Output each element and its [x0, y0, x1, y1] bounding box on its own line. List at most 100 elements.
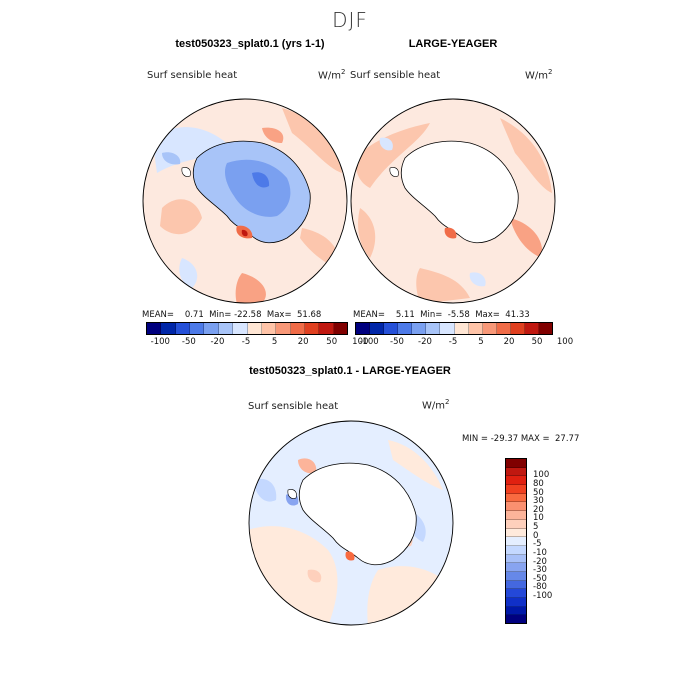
colorbar-swatch: [506, 545, 526, 555]
colorbar-tick-label: -50: [533, 573, 547, 584]
colorbar-swatch: [233, 323, 248, 334]
colorbar-swatch: [304, 323, 320, 334]
colorbar-swatch: [506, 563, 526, 572]
colorbar-swatch: [506, 537, 526, 546]
colorbar-swatch: [506, 598, 526, 607]
panel-1-title: test050323_splat0.1 (yrs 1-1): [175, 38, 325, 50]
panel-2-polar-map: [350, 98, 556, 304]
colorbar-swatch: [510, 323, 525, 334]
colorbar-swatch: [506, 519, 526, 529]
colorbar-tick-label: 30: [533, 496, 544, 507]
panel-1-polar-map: [142, 98, 348, 304]
colorbar-swatch: [261, 323, 277, 334]
colorbar-swatch: [506, 571, 526, 581]
colorbar-swatch: [370, 323, 385, 334]
panel-3-colorbar: [505, 458, 527, 624]
colorbar-swatch: [506, 511, 526, 520]
colorbar-tick-label: -5: [241, 337, 251, 347]
colorbar-tick-label: 80: [533, 478, 544, 489]
colorbar-tick-label: 100: [352, 337, 369, 347]
colorbar-swatch: [506, 615, 526, 624]
colorbar-tick-label: -50: [181, 337, 196, 347]
colorbar-swatch: [147, 323, 162, 334]
colorbar-swatch: [496, 323, 511, 334]
panel-2-title: LARGE-YEAGER: [408, 38, 498, 50]
colorbar-tick-label: -100: [359, 337, 379, 347]
colorbar-tick-label: -10: [533, 547, 547, 558]
colorbar-swatch: [506, 485, 526, 494]
colorbar-swatch: [290, 323, 305, 334]
panel-3-variable-label: Surf sensible heat: [248, 401, 339, 412]
colorbar-swatch: [204, 323, 219, 334]
colorbar-swatch: [482, 323, 497, 334]
colorbar-swatch: [506, 580, 526, 590]
colorbar-swatch: [454, 323, 469, 334]
colorbar-swatch: [190, 323, 205, 334]
panel-1-colorbar: [146, 322, 348, 335]
colorbar-tick-label: 100: [556, 337, 574, 347]
colorbar-swatch: [539, 323, 553, 334]
colorbar-swatch: [506, 528, 526, 538]
colorbar-tick-label: -5: [533, 539, 542, 550]
colorbar-swatch: [440, 323, 455, 334]
colorbar-swatch: [506, 502, 526, 512]
colorbar-swatch: [524, 323, 540, 334]
colorbar-tick-label: -5: [448, 337, 458, 347]
panel-2-stats: MEAN= 5.11 Min= -5.58 Max= 41.33: [353, 310, 530, 320]
colorbar-tick-label: -20: [533, 556, 547, 567]
panel-2-colorbar: [355, 322, 553, 335]
panel-1-stats: MEAN= 0.71 Min= -22.58 Max= 51.68: [142, 310, 322, 320]
colorbar-swatch: [506, 476, 526, 486]
colorbar-tick-label: 10: [533, 513, 544, 524]
panel-2-units: W/m2: [525, 68, 553, 82]
colorbar-swatch: [356, 323, 371, 334]
colorbar-swatch: [276, 323, 291, 334]
colorbar-tick-label: 5: [271, 337, 278, 347]
colorbar-tick-label: -20: [418, 337, 432, 347]
colorbar-swatch: [506, 554, 526, 564]
colorbar-tick-label: 50: [531, 337, 543, 347]
panel-3-colorbar-ticks: 100 80 50 30 20 10 5 0 -5 -10 -20 -30 -50 -80 -100: [533, 458, 573, 622]
colorbar-tick-label: -50: [390, 337, 404, 347]
colorbar-tick-label: -100: [533, 591, 553, 602]
season-title: DJF: [332, 8, 368, 32]
colorbar-swatch: [175, 323, 191, 334]
colorbar-swatch: [468, 323, 483, 334]
colorbar-tick-label: -20: [210, 337, 225, 347]
colorbar-swatch: [506, 459, 526, 468]
panel-3-title: test050323_splat0.1 - LARGE-YEAGER: [249, 365, 451, 377]
colorbar-tick-label: 5: [478, 337, 484, 347]
colorbar-tick-label: 0: [533, 530, 539, 541]
colorbar-swatch: [506, 493, 526, 503]
panel-1-units: W/m2: [318, 68, 346, 82]
colorbar-tick-label: -100: [150, 337, 170, 347]
colorbar-swatch: [333, 323, 348, 334]
panel-3-units: W/m2: [422, 398, 450, 412]
colorbar-swatch: [506, 589, 526, 598]
colorbar-swatch: [161, 323, 176, 334]
colorbar-swatch: [247, 323, 262, 334]
colorbar-swatch: [384, 323, 399, 334]
colorbar-tick-label: 20: [297, 337, 309, 347]
colorbar-swatch: [319, 323, 334, 334]
colorbar-tick-label: 100: [533, 470, 550, 481]
colorbar-tick-label: -30: [533, 565, 547, 576]
colorbar-swatch: [506, 467, 526, 477]
colorbar-tick-label: 5: [533, 522, 539, 533]
panel-1-variable-label: Surf sensible heat: [147, 70, 238, 81]
panel-2-colorbar-ticks: -100 -50 -20 -5 5 20 50 100: [355, 337, 573, 349]
colorbar-tick-label: 50: [533, 487, 544, 498]
colorbar-swatch: [398, 323, 413, 334]
colorbar-tick-label: 20: [533, 504, 544, 515]
colorbar-tick-label: 50: [326, 337, 338, 347]
colorbar-tick-label: 20: [503, 337, 515, 347]
panel-3-polar-map: [248, 420, 454, 626]
colorbar-tick-label: -80: [533, 582, 547, 593]
panel-3-minmax: MIN = -29.37 MAX = 27.77: [462, 434, 580, 444]
colorbar-swatch: [218, 323, 234, 334]
panel-2-variable-label: Surf sensible heat: [350, 70, 441, 81]
colorbar-swatch: [412, 323, 427, 334]
colorbar-swatch: [506, 606, 526, 616]
panel-1-colorbar-ticks: -100 -50 -20 -5 5 20 50 100: [146, 337, 369, 349]
colorbar-swatch: [426, 323, 441, 334]
